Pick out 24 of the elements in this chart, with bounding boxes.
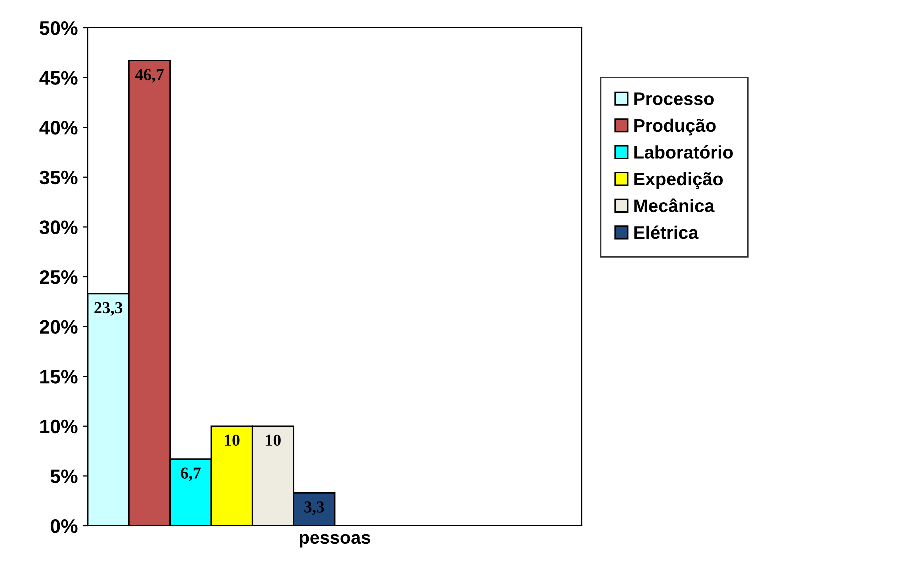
- y-tick-label: 30%: [40, 220, 78, 234]
- legend-label: Produção: [634, 118, 716, 136]
- data-label: 10: [266, 434, 281, 446]
- y-tick-label: 5%: [50, 470, 78, 484]
- y-tick-label: 10%: [40, 420, 78, 434]
- legend-label: Laboratório: [634, 145, 734, 159]
- legend-label: Elétrica: [634, 226, 699, 240]
- x-tick-label: pessoas: [300, 534, 370, 548]
- legend-label: Mecânica: [634, 198, 715, 212]
- y-tick-label: 40%: [40, 121, 78, 135]
- data-label: 6,7: [181, 468, 201, 482]
- y-tick-label: 15%: [40, 370, 78, 384]
- legend-label: Expedição: [634, 172, 724, 190]
- y-tick-label: 25%: [40, 270, 78, 284]
- y-tick-label: 45%: [40, 71, 78, 86]
- y-tick-label: 0%: [50, 519, 78, 534]
- y-tick-label: 35%: [40, 170, 78, 185]
- data-label: 10: [225, 434, 240, 446]
- data-label: 46,7: [135, 69, 164, 83]
- data-label: 23,3: [94, 302, 123, 316]
- legend-label: Processo: [634, 92, 714, 106]
- y-tick-label: 50%: [40, 21, 78, 36]
- data-label: 3,3: [304, 502, 324, 516]
- y-tick-label: 20%: [40, 320, 78, 334]
